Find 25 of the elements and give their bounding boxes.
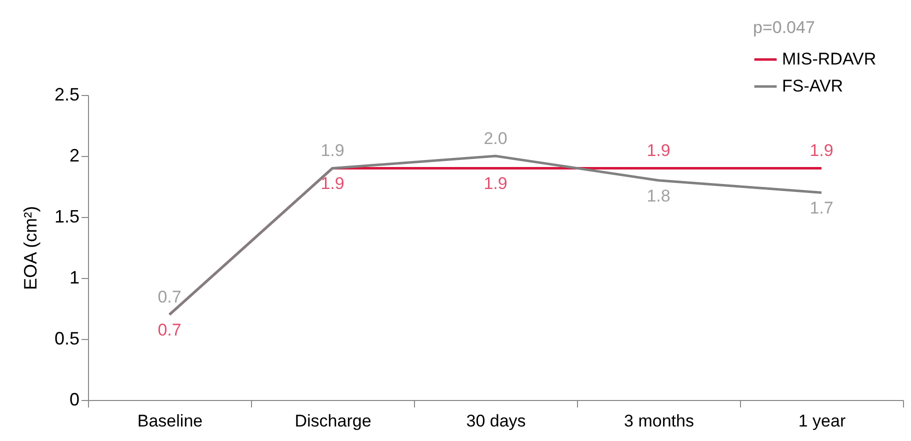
y-tick-label: 0.5	[54, 328, 80, 348]
data-label: 1.9	[646, 141, 670, 160]
y-axis-title: EOA (cm²)	[20, 206, 40, 290]
x-tick-label: 30 days	[466, 412, 526, 430]
y-tick-label: 1.5	[54, 206, 80, 226]
data-label: 1.9	[320, 174, 344, 194]
y-tick-label: 0	[69, 390, 80, 410]
data-label: 0.7	[158, 288, 182, 307]
text: p=0.047	[753, 18, 815, 37]
y-tick-label: 1	[69, 268, 80, 288]
data-label: 1.9	[810, 141, 834, 160]
x-tick-label: 3 months	[624, 412, 694, 430]
legend-label: FS-AVR	[782, 76, 844, 96]
data-label: 1.9	[484, 174, 508, 194]
data-label: 1.9	[320, 141, 344, 160]
data-label: 1.7	[810, 198, 834, 218]
y-tick-label: 2	[69, 146, 80, 166]
data-label: 0.7	[158, 320, 182, 340]
x-tick-label: Baseline	[137, 412, 203, 430]
x-tick-label: 1 year	[798, 412, 846, 430]
data-label: 2.0	[484, 129, 508, 148]
y-tick-label: 2.5	[54, 84, 80, 104]
x-tick-label: Discharge	[294, 412, 372, 430]
data-label: 1.8	[646, 186, 670, 206]
legend-label: MIS-RDAVR	[782, 50, 876, 68]
